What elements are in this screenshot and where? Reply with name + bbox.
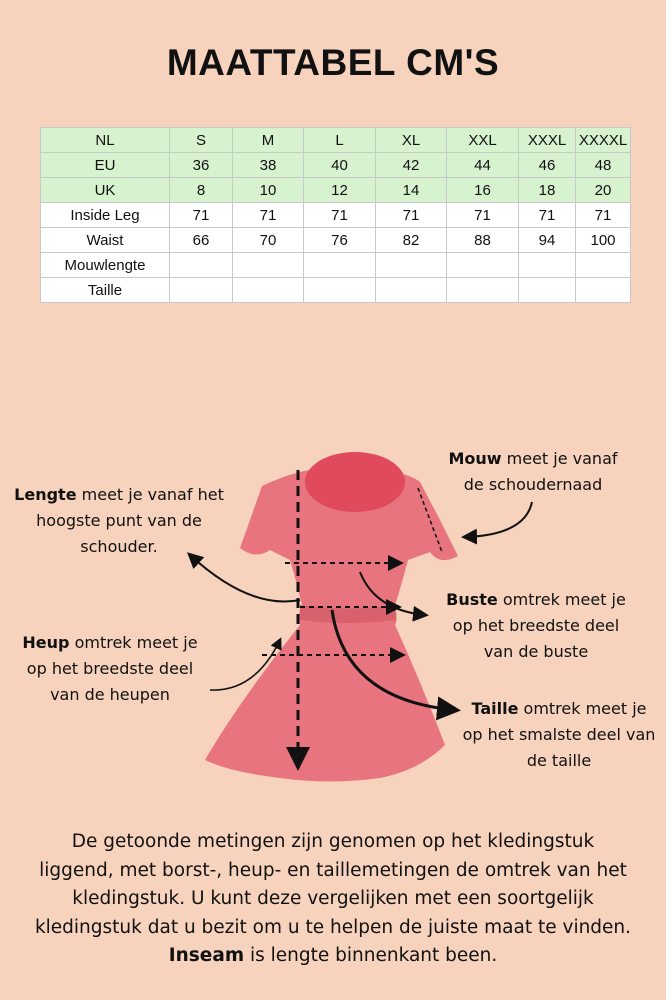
annotation: Heup omtrek meet je op het breedste deel…: [10, 630, 210, 708]
table-row: UK 8 10 12 14 16 18 20: [40, 177, 631, 203]
annotation-text: meet je vanaf de schoudernaad: [463, 449, 618, 494]
measure-lines: [187, 470, 533, 771]
table-cell: NL: [40, 127, 170, 153]
annotation-text: omtrek meet je op het smalste deel van d…: [462, 699, 656, 770]
table-cell: S: [169, 127, 233, 153]
table-cell: XXL: [446, 127, 519, 153]
title: MAATTABEL CM'S: [166, 42, 500, 83]
table-cell: [446, 277, 519, 303]
table-cell: [575, 252, 631, 278]
table-cell: 71: [375, 202, 447, 228]
dress: [205, 468, 458, 782]
table-cell: 36: [169, 152, 233, 178]
annotation-bold: Heup: [22, 633, 70, 652]
table-cell: 94: [518, 227, 576, 253]
footer-part: is lengte binnenkant been.: [244, 945, 498, 966]
table-cell: 46: [518, 152, 576, 178]
table-cell: 12: [303, 177, 376, 203]
table-cell: 40: [303, 152, 376, 178]
table-cell: 16: [446, 177, 519, 203]
table-cell: L: [303, 127, 376, 153]
footer-bold: Inseam: [168, 945, 245, 966]
table-row: EU 36 38 40 42 44 46 48: [40, 152, 631, 178]
annotation-text: meet je vanaf het hoogste punt van de sc…: [36, 485, 224, 556]
table-cell: Mouwlengte: [40, 252, 170, 278]
table-cell: Taille: [40, 277, 170, 303]
annotation: Lengte meet je vanaf het hoogste punt va…: [5, 482, 233, 560]
table-cell: Inside Leg: [40, 202, 170, 228]
table-cell: [518, 277, 576, 303]
table-cell: 44: [446, 152, 519, 178]
footer-text: De getoonde metingen zijn genomen op het…: [33, 828, 633, 971]
table-row: Taille: [40, 277, 631, 303]
table-cell: 10: [232, 177, 304, 203]
table-cell: 71: [232, 202, 304, 228]
table-cell: 8: [169, 177, 233, 203]
table-cell: 71: [446, 202, 519, 228]
table-row: Waist 66 70 76 82 88 94 100: [40, 227, 631, 253]
table-cell: XXXL: [518, 127, 576, 153]
table-cell: 18: [518, 177, 576, 203]
table-row: Inside Leg 71 71 71 71 71 71 71: [40, 202, 631, 228]
table-cell: UK: [40, 177, 170, 203]
table-cell: 38: [232, 152, 304, 178]
table-cell: 76: [303, 227, 376, 253]
table-cell: [232, 252, 304, 278]
table-cell: 71: [518, 202, 576, 228]
annotation-bold: Buste: [446, 590, 498, 609]
table-row: NL S M L XL XXL XXXL XXXXL: [40, 127, 631, 153]
table-cell: Waist: [40, 227, 170, 253]
table-cell: 20: [575, 177, 631, 203]
table-cell: [575, 277, 631, 303]
table-cell: [375, 277, 447, 303]
table-cell: 71: [303, 202, 376, 228]
annotation: Taille omtrek meet je op het smalste dee…: [460, 696, 658, 774]
table-cell: XL: [375, 127, 447, 153]
size-table: NL S M L XL XXL XXXL XXXXL EU 36 38 40 42 44 46 48 UK 8 10…: [40, 127, 631, 303]
annotation-text: omtrek meet je op het breedste deel van …: [452, 590, 626, 661]
table-cell: M: [232, 127, 304, 153]
footer-part: De getoonde metingen zijn genomen op het…: [34, 831, 632, 938]
table-cell: 70: [232, 227, 304, 253]
annotation-bold: Mouw: [448, 449, 502, 468]
annotation-bold: Taille: [471, 699, 519, 718]
table-cell: 42: [375, 152, 447, 178]
neckline: [305, 452, 405, 512]
table-cell: EU: [40, 152, 170, 178]
annotation: Buste omtrek meet je op het breedste dee…: [436, 587, 636, 665]
table-cell: 100: [575, 227, 631, 253]
annotation: Mouw meet je vanaf de schoudernaad: [442, 446, 624, 498]
waistband: [300, 605, 396, 623]
annotation-text: omtrek meet je op het breedste deel van …: [26, 633, 198, 704]
table-row: Mouwlengte: [40, 252, 631, 278]
annotation-bold: Lengte: [14, 485, 77, 504]
